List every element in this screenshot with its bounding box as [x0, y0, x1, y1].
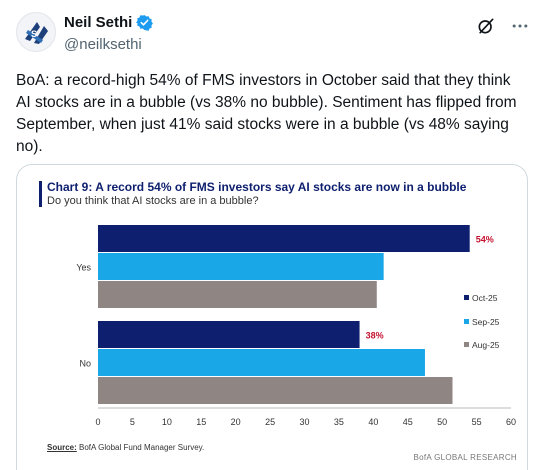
svg-text:S: S	[31, 29, 37, 39]
bar-no-sep-25	[98, 349, 425, 376]
category-label-yes: Yes	[76, 263, 91, 273]
legend-swatch-sep-25	[464, 319, 469, 324]
chart-title: Chart 9: A record 54% of FMS investors s…	[47, 180, 467, 194]
x-tick-label-45: 45	[403, 417, 413, 427]
source-text: BofA Global Fund Manager Survey.	[76, 443, 205, 452]
x-tick-label-55: 55	[472, 417, 482, 427]
avatar[interactable]: S	[16, 12, 56, 52]
bar-no-oct-25	[98, 321, 360, 348]
bar-chart: Yes No 54% 38% 0 5 10 15 20 25 30 35 40 45 50 55 60 Oct-2…	[76, 225, 516, 427]
legend-label-sep-25: Sep-25	[472, 317, 500, 327]
author-name-row: Neil Sethi	[64, 14, 154, 31]
bar-no-aug-25	[98, 377, 453, 404]
x-tick-label-0: 0	[95, 417, 100, 427]
data-label-yes-oct-25: 54%	[476, 235, 494, 245]
chart-source: Source: BofA Global Fund Manager Survey.	[47, 443, 204, 452]
x-tick-label-50: 50	[437, 417, 447, 427]
legend-label-oct-25: Oct-25	[472, 293, 498, 303]
x-tick-label-30: 30	[299, 417, 309, 427]
source-label: Source:	[47, 443, 77, 452]
x-tick-label-10: 10	[162, 417, 172, 427]
x-tick-label-25: 25	[265, 417, 275, 427]
chart-title-accent	[39, 181, 42, 207]
x-tick-label-40: 40	[368, 417, 378, 427]
bar-yes-sep-25	[98, 253, 384, 280]
x-tick-label-15: 15	[196, 417, 206, 427]
x-tick-label-60: 60	[506, 417, 516, 427]
x-tick-label-20: 20	[231, 417, 241, 427]
data-label-no-oct-25: 38%	[366, 331, 384, 341]
chart-brand: BofA GLOBAL RESEARCH	[413, 453, 517, 462]
verified-badge-icon	[136, 15, 154, 31]
legend-label-aug-25: Aug-25	[472, 340, 500, 350]
author-handle[interactable]: @neilksethi	[64, 36, 142, 53]
x-tick-label-35: 35	[334, 417, 344, 427]
chart-subtitle: Do you think that AI stocks are in a bub…	[47, 195, 259, 207]
header-actions	[476, 16, 530, 36]
chart-card[interactable]: Chart 9: A record 54% of FMS investors s…	[16, 164, 528, 470]
post-header: S Neil Sethi @neilksethi	[16, 10, 530, 60]
avatar-logo-icon: S	[25, 22, 48, 44]
legend-swatch-aug-25	[464, 342, 469, 347]
grok-icon[interactable]	[476, 16, 496, 36]
author-display-name[interactable]: Neil Sethi	[64, 14, 133, 31]
x-tick-label-5: 5	[130, 417, 135, 427]
category-label-no: No	[79, 359, 91, 369]
post-text: BoA: a record-high 54% of FMS investors …	[16, 72, 517, 155]
legend-swatch-oct-25	[464, 295, 469, 300]
bar-yes-oct-25	[98, 225, 470, 252]
more-icon[interactable]	[510, 16, 530, 36]
bar-yes-aug-25	[98, 281, 377, 308]
